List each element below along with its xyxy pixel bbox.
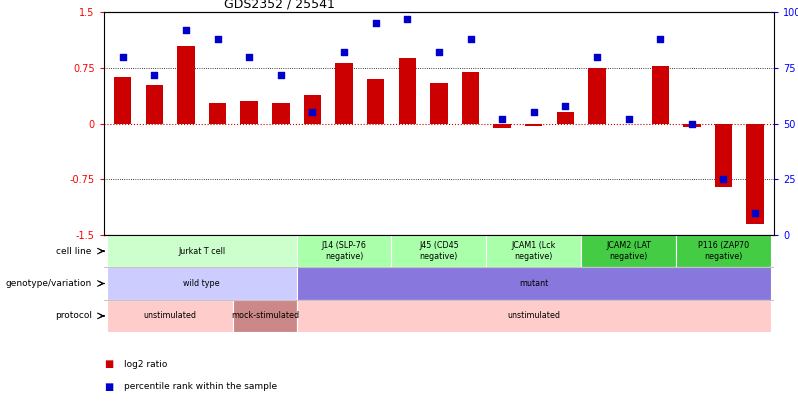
Point	[275, 71, 287, 78]
Text: log2 ratio: log2 ratio	[124, 360, 167, 369]
Text: JCAM1 (Lck
negative): JCAM1 (Lck negative)	[512, 241, 556, 261]
Bar	[114, 77, 132, 124]
Bar	[240, 101, 258, 124]
Bar	[557, 113, 574, 124]
Bar	[272, 103, 290, 124]
Bar	[304, 95, 321, 124]
Text: protocol: protocol	[55, 311, 92, 320]
Text: ■: ■	[104, 360, 113, 369]
Bar	[209, 103, 227, 124]
Text: J45 (CD45
negative): J45 (CD45 negative)	[419, 241, 459, 261]
Text: P116 (ZAP70
negative): P116 (ZAP70 negative)	[698, 241, 749, 261]
Point	[211, 36, 224, 42]
Point	[622, 116, 635, 122]
Point	[496, 116, 508, 122]
Text: percentile rank within the sample: percentile rank within the sample	[124, 382, 277, 391]
Bar	[746, 124, 764, 224]
Point	[717, 176, 730, 182]
Bar	[177, 46, 195, 124]
Bar	[107, 300, 233, 332]
Bar	[367, 79, 385, 124]
Point	[527, 109, 540, 116]
Bar	[581, 235, 676, 267]
Bar	[462, 72, 480, 124]
Bar	[145, 85, 163, 124]
Bar	[107, 235, 297, 267]
Text: ■: ■	[104, 382, 113, 392]
Text: Jurkat T cell: Jurkat T cell	[178, 247, 225, 256]
Bar	[297, 235, 392, 267]
Bar	[676, 235, 771, 267]
Point	[243, 53, 255, 60]
Bar	[715, 124, 732, 187]
Point	[433, 49, 445, 55]
Bar	[398, 58, 416, 124]
Point	[306, 109, 319, 116]
Point	[464, 36, 477, 42]
Point	[654, 36, 666, 42]
Text: JCAM2 (LAT
negative): JCAM2 (LAT negative)	[606, 241, 651, 261]
Bar	[233, 300, 297, 332]
Point	[559, 102, 571, 109]
Bar	[297, 267, 771, 300]
Bar	[493, 124, 511, 128]
Point	[685, 120, 698, 127]
Point	[338, 49, 350, 55]
Text: mock-stimulated: mock-stimulated	[231, 311, 299, 320]
Point	[749, 209, 761, 216]
Bar	[392, 235, 486, 267]
Point	[401, 16, 413, 22]
Text: J14 (SLP-76
negative): J14 (SLP-76 negative)	[322, 241, 366, 261]
Bar	[651, 66, 669, 124]
Bar	[683, 124, 701, 127]
Point	[148, 71, 160, 78]
Point	[117, 53, 129, 60]
Text: genotype/variation: genotype/variation	[6, 279, 92, 288]
Text: unstimulated: unstimulated	[508, 311, 560, 320]
Bar	[430, 83, 448, 124]
Point	[180, 27, 192, 33]
Text: mutant: mutant	[519, 279, 548, 288]
Bar	[297, 300, 771, 332]
Bar	[525, 124, 543, 126]
Text: GDS2352 / 25541: GDS2352 / 25541	[224, 0, 335, 11]
Point	[369, 20, 382, 27]
Text: unstimulated: unstimulated	[144, 311, 196, 320]
Bar	[486, 235, 581, 267]
Text: cell line: cell line	[57, 247, 92, 256]
Bar	[335, 63, 353, 124]
Text: wild type: wild type	[184, 279, 220, 288]
Point	[591, 53, 603, 60]
Bar	[107, 267, 297, 300]
Bar	[588, 68, 606, 124]
